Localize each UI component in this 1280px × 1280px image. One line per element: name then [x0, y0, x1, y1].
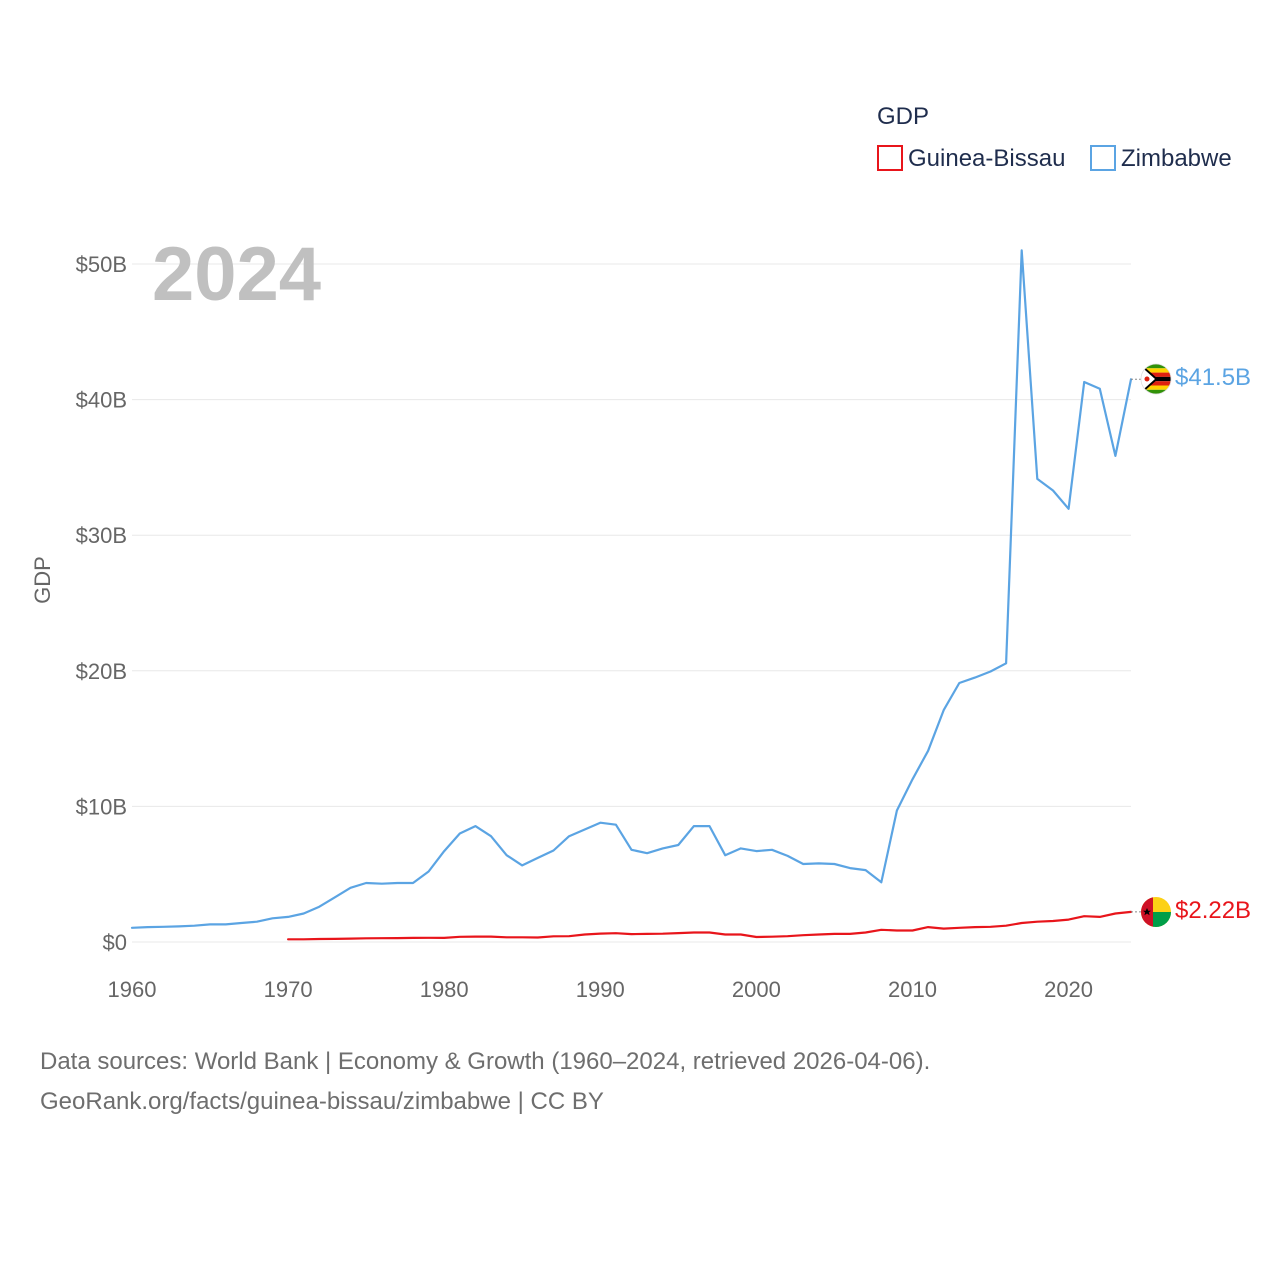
gdp-line-chart: $0 $10B $20B $30B $40B $50B 1960 1970 1980 1990 2…	[30, 103, 1251, 1002]
y-axis-title: GDP	[30, 556, 55, 604]
y-tick-label-5: $50B	[76, 252, 127, 277]
legend-title: GDP	[877, 103, 929, 130]
legend-item-zimbabwe[interactable]: Zimbabwe	[1090, 145, 1232, 172]
legend-label-guinea-bissau: Guinea-Bissau	[908, 145, 1065, 172]
x-tick-label-2: 1980	[420, 977, 469, 1002]
year-label: 2024	[152, 232, 321, 317]
legend-swatch-zimbabwe	[1090, 145, 1116, 171]
legend-swatch-guinea-bissau	[877, 145, 903, 171]
y-tick-label-3: $30B	[76, 523, 127, 548]
legend: GDP Guinea-Bissau Zimbabwe	[877, 103, 1232, 172]
x-tick-label-3: 1990	[576, 977, 625, 1002]
series-line-zimbabwe[interactable]	[130, 249, 1133, 929]
data-source-text: Data sources: World Bank | Economy & Gro…	[40, 1048, 931, 1075]
y-axis-ticks: $0 $10B $20B $30B $40B $50B	[76, 252, 127, 955]
zimbabwe-flag-icon	[1140, 363, 1172, 395]
series-lines	[130, 249, 1133, 941]
series-end-markers	[1131, 378, 1141, 913]
x-tick-label-5: 2010	[888, 977, 937, 1002]
series-line-guinea-bissau[interactable]	[287, 910, 1133, 941]
x-axis-ticks: 1960 1970 1980 1990 2000 2010 2020	[108, 977, 1094, 1002]
source-url-text[interactable]: GeoRank.org/facts/guinea-bissau/zimbabwe…	[40, 1088, 604, 1115]
legend-label-zimbabwe: Zimbabwe	[1121, 145, 1232, 172]
x-tick-label-0: 1960	[108, 977, 157, 1002]
gridlines	[132, 263, 1131, 943]
footer: Data sources: World Bank | Economy & Gro…	[40, 1042, 930, 1122]
y-tick-label-0: $0	[103, 930, 127, 955]
zimbabwe-end-value-label: $41.5B	[1175, 364, 1251, 391]
x-tick-label-1: 1970	[264, 977, 313, 1002]
x-tick-label-6: 2020	[1044, 977, 1093, 1002]
y-tick-label-1: $10B	[76, 794, 127, 819]
x-tick-label-4: 2000	[732, 977, 781, 1002]
guinea-bissau-flag-icon	[1141, 897, 1171, 927]
guinea-bissau-end-value-label: $2.22B	[1175, 897, 1251, 924]
legend-item-guinea-bissau[interactable]: Guinea-Bissau	[877, 145, 1065, 172]
y-tick-label-2: $20B	[76, 659, 127, 684]
y-tick-label-4: $40B	[76, 388, 127, 413]
